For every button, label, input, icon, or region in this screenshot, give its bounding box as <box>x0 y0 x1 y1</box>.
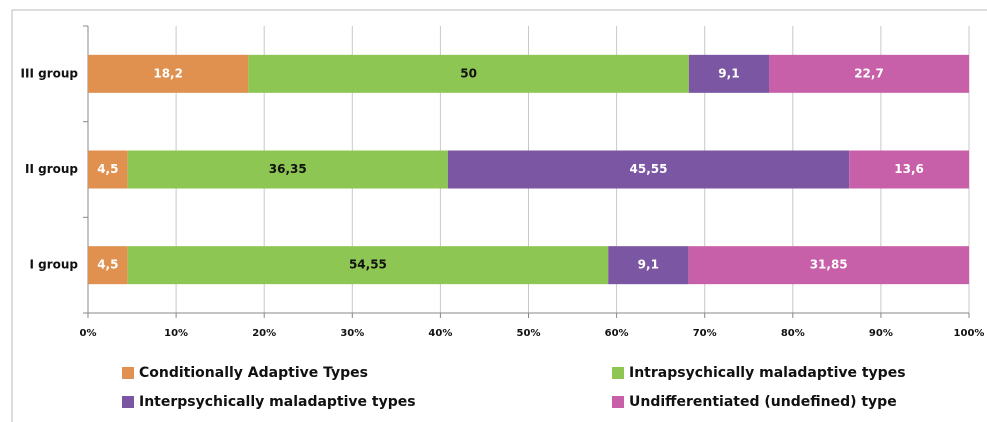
data-label: 9,1 <box>718 66 739 80</box>
data-label: 45,55 <box>630 162 668 176</box>
x-tick-label: 20% <box>252 328 276 339</box>
bar-segment <box>88 246 128 285</box>
x-tick-label: 30% <box>340 328 364 339</box>
bar-segment <box>248 54 689 93</box>
legend-label: Conditionally Adaptive Types <box>139 365 368 381</box>
bar-segment <box>127 246 609 285</box>
category-label: I group <box>29 258 78 272</box>
x-tick-label: 90% <box>869 328 893 339</box>
x-tick-label: 60% <box>605 328 629 339</box>
x-tick-label: 70% <box>693 328 717 339</box>
data-label: 13,6 <box>894 162 924 176</box>
data-label: 9,1 <box>638 258 659 272</box>
data-label: 4,5 <box>97 162 118 176</box>
data-label: 54,55 <box>349 258 387 272</box>
bar-segment <box>688 54 770 93</box>
legend-swatch <box>612 396 624 408</box>
x-tick-label: 10% <box>164 328 188 339</box>
frame <box>11 9 987 422</box>
bar-segment <box>88 54 249 93</box>
legend-label: Undifferentiated (undefined) type <box>629 394 897 410</box>
bar-segment <box>849 150 969 189</box>
data-label: 50 <box>460 66 477 80</box>
bar-segment <box>608 246 689 285</box>
x-tick-label: 40% <box>428 328 452 339</box>
category-label: II group <box>25 162 78 176</box>
x-tick-label: 0% <box>80 328 97 339</box>
data-label: 31,85 <box>810 258 848 272</box>
data-label: 22,7 <box>854 66 884 80</box>
data-label: 36,35 <box>269 162 307 176</box>
legend-swatch <box>122 396 134 408</box>
legend-label: Intrapsychically maladaptive types <box>629 365 906 381</box>
data-label: 4,5 <box>97 258 118 272</box>
legend-swatch <box>122 367 134 379</box>
category-label: III group <box>21 66 79 80</box>
data-label: 18,2 <box>153 66 183 80</box>
bar-segment <box>88 150 128 189</box>
bar-segment <box>447 150 850 189</box>
x-tick-label: 50% <box>517 328 541 339</box>
x-tick-label: 80% <box>781 328 805 339</box>
legend-swatch <box>612 367 624 379</box>
bar-segment <box>688 246 969 285</box>
x-tick-label: 100% <box>954 328 985 339</box>
legend-label: Interpsychically maladaptive types <box>139 394 416 410</box>
bar-segment <box>127 150 448 189</box>
bar-segment <box>769 54 969 93</box>
